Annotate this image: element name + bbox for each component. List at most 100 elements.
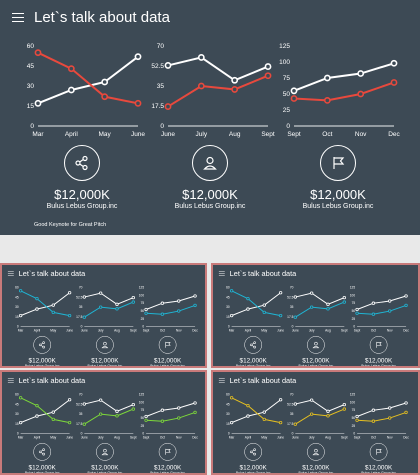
y-tick-label: 75 bbox=[141, 408, 145, 412]
slide-title: Let`s talk about data bbox=[229, 269, 297, 278]
data-point bbox=[98, 305, 103, 309]
y-tick-label: 0 bbox=[353, 432, 355, 436]
x-tick-label: July bbox=[98, 436, 104, 440]
data-point bbox=[82, 402, 86, 406]
y-tick-label: 75 bbox=[352, 301, 356, 305]
y-tick-label: 100 bbox=[279, 59, 290, 66]
data-point bbox=[51, 310, 55, 315]
x-tick-label: Dec bbox=[403, 329, 409, 333]
data-point bbox=[326, 409, 330, 414]
share-icon[interactable] bbox=[33, 443, 51, 461]
stat-block-2: $12,000K Bulus Lebus Group.inc bbox=[287, 336, 346, 366]
data-point bbox=[134, 53, 142, 61]
stat-company: Bulus Lebus Group.inc bbox=[235, 471, 271, 475]
data-point bbox=[67, 86, 75, 94]
y-tick-label: 30 bbox=[27, 83, 35, 90]
user-icon[interactable] bbox=[192, 145, 228, 181]
slide-header: Let`s talk about data bbox=[218, 269, 297, 278]
data-point bbox=[326, 307, 330, 311]
y-tick-label: 30 bbox=[15, 412, 19, 416]
series-line-1 bbox=[356, 295, 407, 310]
flag-icon[interactable] bbox=[158, 336, 177, 354]
menu-icon[interactable] bbox=[218, 378, 225, 383]
line-chart-1: 0 15 30 45 60 Mar April May June bbox=[224, 285, 284, 334]
menu-icon[interactable] bbox=[12, 12, 24, 23]
slide-thumbnail-green[interactable]: Let`s talk about data 0 15 30 45 60 Mar April M… bbox=[0, 370, 207, 475]
flag-icon[interactable] bbox=[158, 443, 177, 461]
data-point bbox=[115, 302, 119, 307]
x-tick-label: Nov bbox=[387, 329, 393, 333]
data-point bbox=[278, 420, 283, 425]
line-chart-2: 0 17.5 35 52.5 70 June July Aug Sept bbox=[76, 285, 137, 334]
series-line-2 bbox=[231, 290, 281, 317]
flag-icon[interactable] bbox=[369, 443, 388, 461]
x-tick-label: May bbox=[261, 329, 267, 333]
stat-company: Bulus Lebus Group.inc bbox=[235, 364, 271, 368]
x-tick-label: Oct bbox=[371, 436, 376, 440]
slide-thumbnail-cyan-2[interactable]: Let`s talk about data 0 15 30 45 60 Mar April M… bbox=[211, 263, 420, 368]
user-icon[interactable] bbox=[96, 443, 114, 461]
flag-icon[interactable] bbox=[320, 145, 356, 181]
main-slide[interactable]: Let`s talk about data 0 15 30 45 60 Mar April M… bbox=[0, 0, 420, 235]
data-point bbox=[262, 310, 266, 315]
y-tick-label: 17.5 bbox=[76, 422, 82, 426]
x-tick-label: June bbox=[292, 329, 299, 333]
data-point bbox=[388, 416, 392, 420]
share-icon[interactable] bbox=[33, 336, 51, 354]
stat-block-1: $12,000K Bulus Lebus Group.inc bbox=[13, 443, 72, 473]
data-point bbox=[342, 402, 346, 407]
user-icon[interactable] bbox=[307, 336, 325, 354]
data-point bbox=[18, 420, 23, 425]
stat-value: $12,000K bbox=[364, 463, 393, 471]
y-tick-label: 25 bbox=[352, 317, 356, 321]
data-point bbox=[193, 294, 197, 298]
share-icon[interactable] bbox=[244, 443, 262, 461]
stat-value: $12,000K bbox=[302, 356, 330, 364]
slide-content: Let`s talk about data 0 15 30 45 60 Mar April M… bbox=[2, 372, 205, 473]
x-tick-label: Dec bbox=[192, 436, 198, 440]
x-tick-label: April bbox=[245, 436, 252, 440]
data-point bbox=[177, 299, 181, 303]
y-tick-label: 70 bbox=[290, 286, 294, 290]
data-point bbox=[51, 303, 55, 307]
x-tick-label: Aug bbox=[114, 436, 120, 440]
y-tick-label: 70 bbox=[79, 286, 83, 290]
y-tick-label: 35 bbox=[290, 305, 294, 309]
y-tick-label: 30 bbox=[226, 305, 230, 309]
stat-block-1: $12,000K Bulus Lebus Group.inc bbox=[224, 336, 283, 368]
share-icon[interactable] bbox=[244, 336, 262, 354]
menu-icon[interactable] bbox=[218, 271, 225, 276]
menu-icon[interactable] bbox=[7, 378, 14, 383]
data-point bbox=[177, 406, 181, 410]
y-tick-label: 125 bbox=[139, 286, 145, 290]
menu-icon[interactable] bbox=[7, 271, 14, 276]
y-tick-label: 35 bbox=[290, 412, 294, 416]
data-point bbox=[115, 307, 119, 311]
slide-thumbnail-cyan[interactable]: Let`s talk about data 0 15 30 45 60 Mar April M… bbox=[0, 263, 207, 368]
share-icon[interactable] bbox=[64, 145, 100, 181]
user-icon[interactable] bbox=[96, 336, 114, 354]
data-point bbox=[371, 312, 376, 316]
slide-title: Let`s talk about data bbox=[18, 269, 86, 278]
line-chart-1: 0 15 30 45 60 Mar April May June bbox=[224, 392, 284, 441]
data-point bbox=[197, 82, 205, 90]
line-chart-3: 0 25 50 75 100 125 Sept Oct Nov Dec bbox=[138, 285, 198, 334]
x-tick-label: June bbox=[81, 329, 88, 333]
data-point bbox=[326, 414, 330, 418]
slide-footer: Good Keynote for Great Pitch bbox=[34, 222, 107, 228]
flag-icon[interactable] bbox=[369, 336, 388, 354]
data-point bbox=[67, 420, 72, 425]
series-line-1 bbox=[167, 56, 269, 82]
x-tick-label: Oct bbox=[160, 329, 165, 333]
data-point bbox=[134, 99, 142, 107]
data-point bbox=[342, 300, 346, 304]
data-point bbox=[67, 291, 72, 295]
slide-thumbnail-yellow[interactable]: Let`s talk about data 0 15 30 45 60 Mar April M… bbox=[211, 370, 420, 475]
user-icon[interactable] bbox=[307, 443, 325, 461]
data-point bbox=[229, 420, 234, 425]
data-point bbox=[293, 422, 297, 426]
data-point bbox=[18, 289, 23, 293]
x-tick-label: June bbox=[131, 131, 145, 138]
data-point bbox=[231, 76, 239, 84]
data-point bbox=[278, 398, 283, 402]
